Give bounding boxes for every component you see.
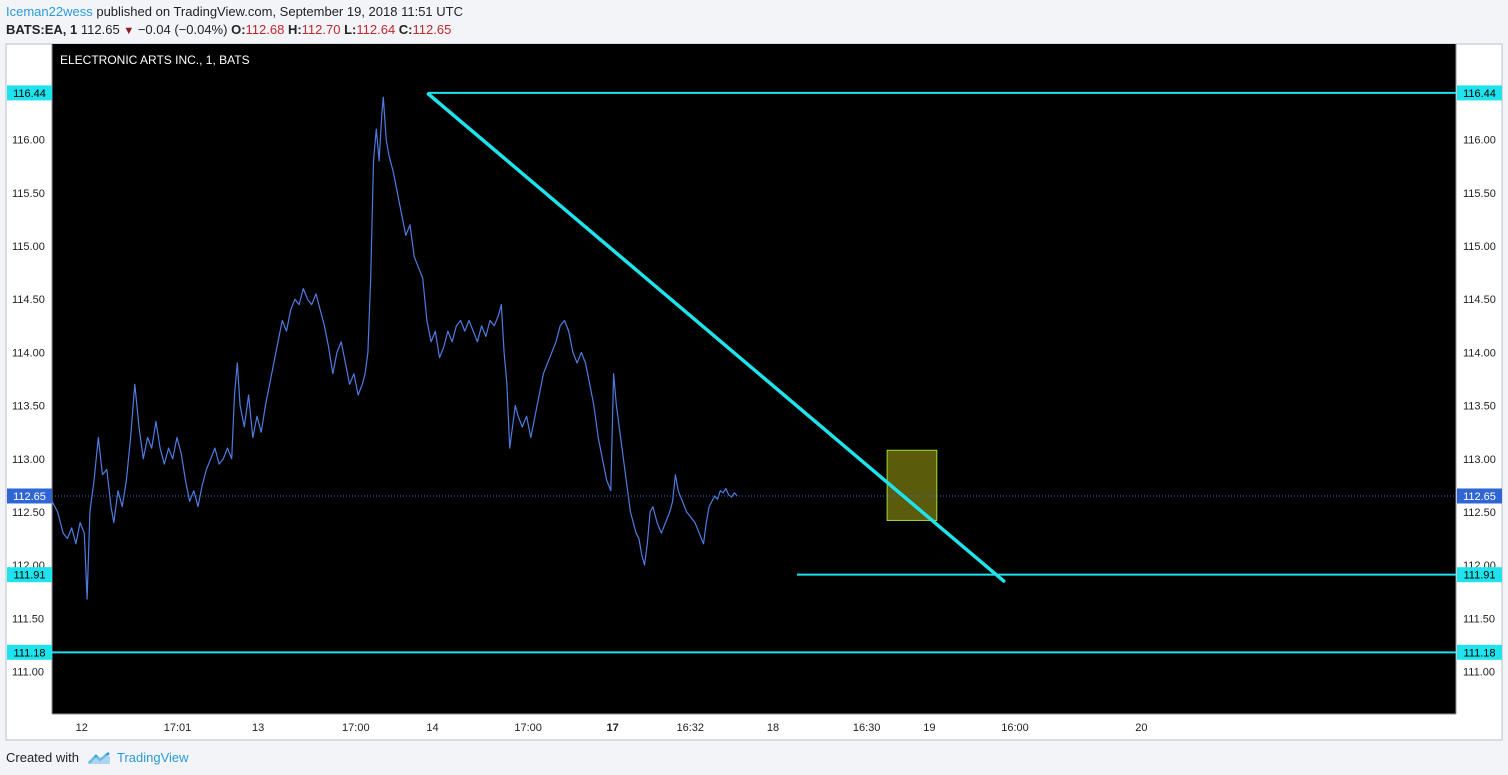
x-tick-label: 17:01 <box>164 722 192 734</box>
y-tick-label-right: 111.00 <box>1463 666 1495 678</box>
last-price-badge-left: 112.65 <box>13 491 46 503</box>
high-label: H: <box>287 22 302 37</box>
y-tick-label-right: 113.00 <box>1463 454 1496 466</box>
y-tick-label-right: 114.50 <box>1463 294 1496 306</box>
footer: Created with TradingView <box>6 750 189 765</box>
price-series-line <box>51 96 738 600</box>
created-with-text: Created with <box>6 750 79 765</box>
last-price-badge-right: 112.65 <box>1463 491 1496 503</box>
last-price-badge-left-bg <box>7 488 52 504</box>
x-tick-label: 17:00 <box>342 722 370 734</box>
y-tick-label-left: 113.00 <box>12 454 45 466</box>
y-tick-label-right: 115.00 <box>1463 241 1496 253</box>
symbol-label: BATS:EA, 1 <box>6 22 78 37</box>
level-badges-layer: 116.44 116.44 111.91 111.91 111.18 111.18 112.… <box>7 85 1502 660</box>
x-tick-label: 18 <box>767 722 779 734</box>
open-label: O: <box>231 22 246 37</box>
trendline <box>426 92 1006 583</box>
y-tick-label-left: 115.00 <box>12 241 45 253</box>
price-series-layer <box>51 96 738 600</box>
level-badge-right-bg <box>1457 85 1502 101</box>
level-badge-left: 116.44 <box>13 88 46 100</box>
x-tick-label: 16:00 <box>1001 722 1029 734</box>
highlight-box <box>886 449 938 521</box>
plot-pane[interactable] <box>52 44 1456 714</box>
level-badge-left: 111.91 <box>13 570 45 582</box>
low-label: L: <box>344 22 357 37</box>
close-value: 112.65 <box>412 22 452 37</box>
last-price: 112.65 <box>80 22 120 37</box>
y-tick-label-right: 116.00 <box>1463 135 1496 147</box>
publish-info: Iceman22wess published on TradingView.co… <box>6 4 463 19</box>
x-tick-label: 17:00 <box>514 722 542 734</box>
x-tick-label: 16:32 <box>676 722 704 734</box>
tradingview-logo-icon <box>87 751 110 764</box>
published-text: published on TradingView.com, September … <box>96 4 463 19</box>
y-tick-label-right: 114.00 <box>1463 347 1496 359</box>
y-axis-ticks: 116.00 116.00 115.50 115.50 115.00 115.00 114.… <box>12 135 1496 679</box>
y-tick-label-right: 111.50 <box>1463 613 1495 625</box>
y-tick-label-left: 115.50 <box>12 188 45 200</box>
level-badge-left: 111.18 <box>13 647 45 659</box>
y-tick-label-left: 111.50 <box>12 613 44 625</box>
level-badge-right: 116.44 <box>1463 88 1496 100</box>
x-tick-label: 13 <box>252 722 264 734</box>
x-tick-label: 16:30 <box>853 722 881 734</box>
high-value: 112.70 <box>301 22 341 37</box>
level-badge-right-bg <box>1457 567 1502 583</box>
y-tick-label-left: 112.50 <box>12 507 45 519</box>
last-price-badge-right-bg <box>1457 488 1502 504</box>
level-badge-right: 111.18 <box>1463 647 1495 659</box>
y-tick-label-right: 112.50 <box>1463 507 1496 519</box>
level-badge-right: 111.91 <box>1463 570 1495 582</box>
price-change: −0.04 (−0.04%) <box>137 22 228 37</box>
highlight-box-layer <box>886 449 938 521</box>
symbol-info-bar: BATS:EA, 1 112.65 ▼ −0.04 (−0.04%) O:112… <box>6 22 451 37</box>
tradingview-link[interactable]: TradingView <box>116 750 189 765</box>
y-tick-label-left: 114.00 <box>12 347 45 359</box>
x-axis-ticks: 12 17:01 13 17:00 14 17:00 17 16:32 18 16:30 19 16:… <box>76 722 1148 734</box>
chart-title: ELECTRONIC ARTS INC., 1, BATS <box>60 53 250 67</box>
username-link[interactable]: Iceman22wess <box>6 4 93 19</box>
x-tick-label: 20 <box>1135 722 1147 734</box>
y-tick-label-left: 113.50 <box>12 401 45 413</box>
y-tick-label-right: 115.50 <box>1463 188 1496 200</box>
x-tick-label: 17 <box>606 722 618 734</box>
price-chart[interactable]: ELECTRONIC ARTS INC., 1, BATS 116.00 116.… <box>0 0 1508 745</box>
level-badge-left-bg <box>7 567 52 583</box>
level-badge-right-bg <box>1457 644 1502 660</box>
x-tick-label: 12 <box>76 722 88 734</box>
low-value: 112.64 <box>356 22 396 37</box>
y-tick-label-left: 116.00 <box>12 135 45 147</box>
x-tick-label: 19 <box>923 722 935 734</box>
level-badge-left-bg <box>7 644 52 660</box>
y-tick-label-left: 111.00 <box>12 666 44 678</box>
x-tick-label: 14 <box>426 722 438 734</box>
open-value: 112.68 <box>245 22 285 37</box>
close-label: C: <box>398 22 413 37</box>
y-tick-label-left: 114.50 <box>12 294 45 306</box>
level-badge-left-bg <box>7 85 52 101</box>
drawings-layer <box>52 91 1456 654</box>
y-tick-label-right: 113.50 <box>1463 401 1496 413</box>
down-triangle-icon: ▼ <box>123 25 135 37</box>
